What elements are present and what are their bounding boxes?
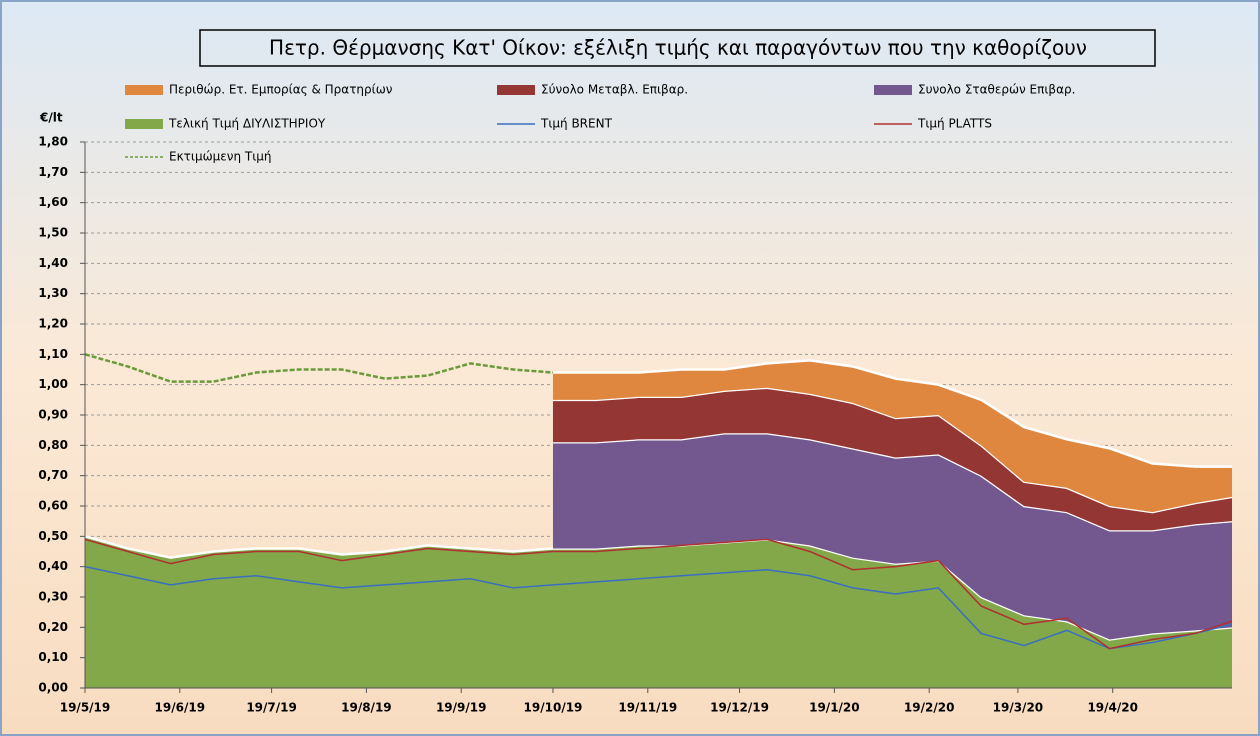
- legend-label: Περιθώρ. Ετ. Εμπορίας & Πρατηρίων: [169, 83, 393, 97]
- y-tick-label: 0,10: [38, 650, 68, 664]
- legend-label: Τιμή BRENT: [540, 117, 613, 131]
- y-tick-label: 1,70: [38, 165, 68, 179]
- line: [84, 538, 1233, 650]
- legend-swatch: [125, 119, 163, 129]
- legend-swatch: [125, 85, 163, 95]
- y-tick-label: 1,80: [38, 135, 68, 149]
- legend-label: Σύνολο Μεταβλ. Επιβαρ.: [541, 83, 688, 97]
- x-tick-label: 19/10/19: [524, 701, 583, 715]
- y-tick-label: 0,30: [38, 590, 68, 604]
- line: [84, 353, 554, 383]
- area: [552, 360, 1232, 513]
- chart-title: Πετρ. Θέρμανσης Κατ' Οίκον: εξέλιξη τιμή…: [269, 36, 1087, 60]
- y-tick-label: 0,70: [38, 468, 68, 482]
- x-tick-label: 19/9/19: [436, 701, 487, 715]
- line: [84, 565, 1233, 650]
- y-tick-label: 1,10: [38, 347, 68, 361]
- area: [85, 536, 1232, 688]
- y-tick-label: 0,40: [38, 559, 68, 573]
- y-tick-label: 0,80: [38, 438, 68, 452]
- legend-label: Εκτιμώμενη Τιμή: [169, 150, 272, 164]
- y-axis-label: €/lt: [39, 111, 63, 125]
- y-tick-label: 1,50: [38, 226, 68, 240]
- legend-swatch: [497, 85, 535, 95]
- x-tick-label: 19/8/19: [341, 701, 392, 715]
- x-tick-label: 19/2/20: [904, 701, 955, 715]
- area: [552, 387, 1232, 531]
- y-tick-label: 1,40: [38, 256, 68, 270]
- y-tick-label: 0,00: [38, 681, 68, 695]
- y-tick-label: 0,60: [38, 499, 68, 513]
- x-tick-label: 19/11/19: [618, 701, 677, 715]
- y-tick-label: 0,20: [38, 620, 68, 634]
- x-tick-label: 19/5/19: [60, 701, 111, 715]
- area-edge: [552, 359, 1232, 468]
- x-tick-label: 19/1/20: [809, 701, 860, 715]
- legend-swatch: [874, 85, 912, 95]
- x-tick-label: 19/12/19: [710, 701, 769, 715]
- y-tick-label: 1,30: [38, 286, 68, 300]
- y-tick-label: 0,90: [38, 408, 68, 422]
- y-tick-label: 1,00: [38, 377, 68, 391]
- area-edge: [552, 431, 1233, 532]
- x-tick-label: 19/7/19: [246, 701, 297, 715]
- y-tick-label: 1,60: [38, 195, 68, 209]
- x-tick-label: 19/6/19: [155, 701, 206, 715]
- legend-label: Τιμή PLATTS: [917, 117, 992, 131]
- area: [552, 433, 1232, 640]
- legend-label: Συνολο Σταθερών Επιβαρ.: [918, 83, 1075, 97]
- x-tick-label: 19/4/20: [1087, 701, 1138, 715]
- y-tick-label: 0,50: [38, 529, 68, 543]
- x-tick-label: 19/3/20: [993, 701, 1044, 715]
- title-box: [199, 29, 1156, 67]
- legend-label: Τελική Τιμή ΔΙΥΛΙΣΤΗΡΙΟΥ: [168, 117, 326, 131]
- y-tick-label: 1,20: [38, 317, 68, 331]
